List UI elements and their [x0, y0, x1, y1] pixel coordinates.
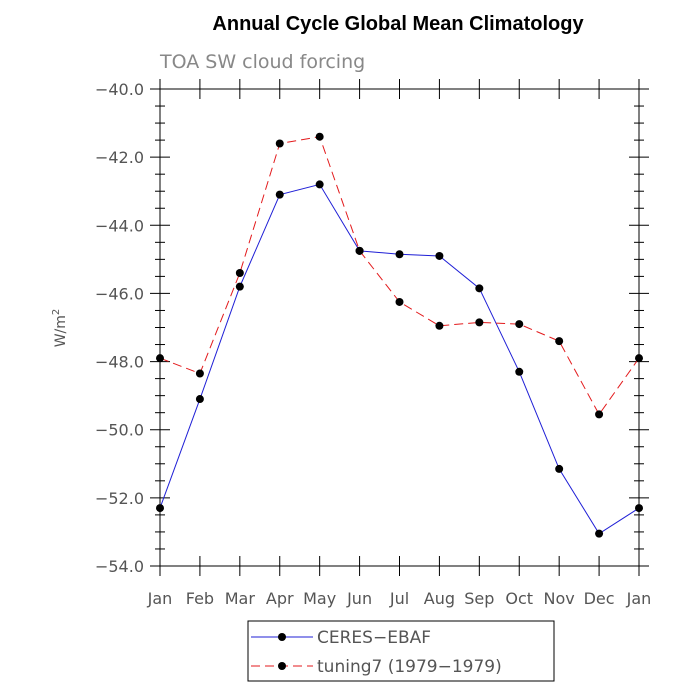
- x-tick-label: Jan: [626, 589, 652, 608]
- data-point: [435, 251, 444, 260]
- x-tick-label: Apr: [266, 589, 294, 608]
- plot-frame: [159, 88, 640, 567]
- y-tick-label: −48.0: [95, 353, 144, 372]
- data-point: [235, 268, 244, 277]
- data-point: [475, 284, 484, 293]
- data-point: [156, 504, 164, 513]
- data-point: [315, 132, 324, 141]
- data-point: [595, 410, 604, 419]
- legend-swatch-marker: [278, 633, 286, 641]
- legend-label: CERES−EBAF: [317, 628, 431, 648]
- x-tick-label: Dec: [584, 589, 615, 608]
- data-point: [395, 250, 404, 259]
- x-tick-label: Feb: [186, 589, 214, 608]
- data-point: [195, 369, 204, 378]
- y-tick-label: −50.0: [95, 421, 144, 440]
- chart-subtitle: TOA SW cloud forcing: [159, 51, 365, 73]
- series-1: [156, 180, 643, 538]
- data-point: [156, 354, 164, 363]
- axes: −54.0 −52.0 −50.0 −48.0 −46.0 −44.0 −42.0 −40.0…: [95, 79, 651, 608]
- data-point: [275, 190, 284, 199]
- x-tick-label: Sep: [464, 589, 494, 608]
- series-line: [159, 136, 640, 416]
- legend-label: tuning7 (1979−1979): [317, 657, 502, 677]
- data-point: [395, 297, 404, 306]
- x-tick-label: Mar: [225, 589, 256, 608]
- data-point: [435, 321, 444, 330]
- data-point: [635, 504, 643, 513]
- x-tick-label: Jul: [389, 589, 409, 608]
- data-point: [515, 320, 524, 329]
- data-point: [595, 529, 604, 538]
- x-tick-label: Aug: [424, 589, 455, 608]
- data-point: [355, 246, 364, 255]
- data-point: [275, 139, 284, 148]
- x-tick-label: May: [303, 589, 336, 608]
- data-point: [235, 282, 244, 291]
- y-tick-label: −46.0: [95, 284, 144, 303]
- x-tick-label: Nov: [544, 589, 575, 608]
- series-2: [156, 132, 643, 419]
- data-point: [555, 337, 564, 346]
- y-axis-label-base: W/m: [53, 315, 69, 347]
- y-tick-label: −52.0: [95, 489, 144, 508]
- y-tick-label: −42.0: [95, 148, 144, 167]
- y-tick-label: −54.0: [95, 557, 144, 576]
- y-axis-label: W/m2: [51, 309, 69, 348]
- data-point: [195, 395, 204, 404]
- series-layer: [156, 132, 643, 538]
- data-point: [315, 180, 324, 189]
- legend-swatch-marker: [278, 662, 286, 670]
- y-tick-label: −40.0: [95, 80, 144, 99]
- data-point: [555, 464, 564, 473]
- y-tick-label: −44.0: [95, 216, 144, 235]
- series-line: [159, 183, 640, 535]
- data-point: [515, 367, 524, 376]
- y-axis-label-superscript: 2: [51, 309, 62, 315]
- data-point: [635, 354, 643, 363]
- legend-box: [247, 620, 555, 682]
- legend: CERES−EBAF tuning7 (1979−1979): [247, 620, 555, 682]
- chart-title: Annual Cycle Global Mean Climatology: [212, 13, 584, 35]
- x-tick-label: Jan: [147, 589, 173, 608]
- x-tick-label: Oct: [505, 589, 533, 608]
- x-tick-label: Jun: [346, 589, 372, 608]
- data-point: [475, 318, 484, 327]
